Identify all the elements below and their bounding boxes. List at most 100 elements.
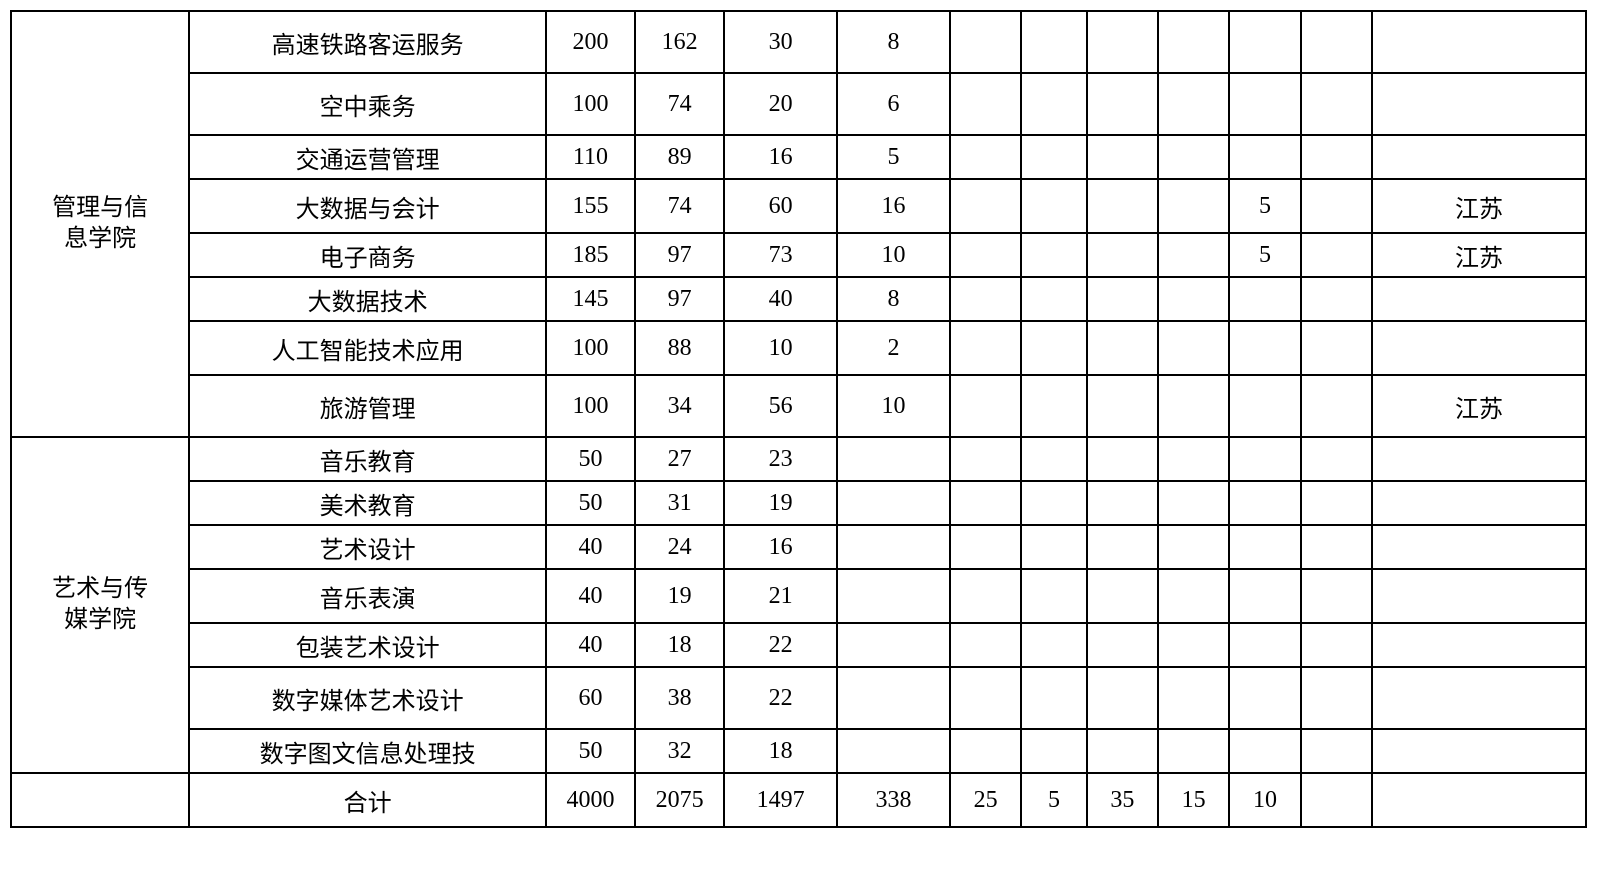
data-cell [1158,375,1229,437]
data-cell: 5 [837,135,950,179]
data-cell [950,481,1021,525]
data-cell [1229,375,1300,437]
total-row: 合计400020751497338255351510 [11,773,1586,827]
data-cell [1229,623,1300,667]
data-cell [950,321,1021,375]
data-cell: 100 [546,73,635,135]
major-cell: 音乐表演 [189,569,546,623]
data-cell [1158,481,1229,525]
data-cell [1301,73,1372,135]
data-cell: 22 [724,623,837,667]
total-cell: 1497 [724,773,837,827]
total-cell: 35 [1087,773,1158,827]
data-cell: 74 [635,179,724,233]
data-cell [950,623,1021,667]
major-cell: 高速铁路客运服务 [189,11,546,73]
data-cell: 40 [546,525,635,569]
data-cell [1087,11,1158,73]
total-cell: 10 [1229,773,1300,827]
data-cell: 34 [635,375,724,437]
data-cell [1087,729,1158,773]
data-cell [1372,667,1586,729]
data-cell [1021,73,1086,135]
data-cell [1301,437,1372,481]
data-cell [1372,321,1586,375]
data-cell [1301,135,1372,179]
data-cell [1021,321,1086,375]
data-cell [1301,729,1372,773]
data-cell [1158,623,1229,667]
data-cell: 19 [635,569,724,623]
total-cell: 338 [837,773,950,827]
data-cell: 145 [546,277,635,321]
data-cell: 31 [635,481,724,525]
data-cell: 16 [724,525,837,569]
data-cell [950,73,1021,135]
total-label: 合计 [189,773,546,827]
data-cell [950,179,1021,233]
data-cell [1021,233,1086,277]
data-cell: 16 [837,179,950,233]
major-cell: 旅游管理 [189,375,546,437]
data-cell [950,569,1021,623]
data-cell [1087,277,1158,321]
data-cell: 24 [635,525,724,569]
major-cell: 音乐教育 [189,437,546,481]
data-cell [1372,623,1586,667]
data-cell [837,569,950,623]
data-cell [1087,375,1158,437]
data-cell [1158,569,1229,623]
data-cell [1372,729,1586,773]
total-cell: 25 [950,773,1021,827]
data-cell: 60 [546,667,635,729]
data-cell: 50 [546,437,635,481]
data-cell: 江苏 [1372,179,1586,233]
data-cell: 5 [1229,179,1300,233]
data-cell: 100 [546,321,635,375]
data-cell [1301,179,1372,233]
table-row: 数字媒体艺术设计603822 [11,667,1586,729]
data-cell [1021,569,1086,623]
data-cell [1301,481,1372,525]
data-cell [837,729,950,773]
data-cell [1087,135,1158,179]
data-cell: 56 [724,375,837,437]
data-cell [1021,179,1086,233]
data-cell: 江苏 [1372,233,1586,277]
data-cell [1087,233,1158,277]
data-cell: 89 [635,135,724,179]
data-cell [1087,667,1158,729]
data-cell [950,11,1021,73]
data-cell: 88 [635,321,724,375]
data-cell [1301,667,1372,729]
data-cell [1229,11,1300,73]
data-cell [1372,135,1586,179]
major-cell: 数字图文信息处理技 [189,729,546,773]
total-cell: 2075 [635,773,724,827]
data-cell [1301,277,1372,321]
data-cell: 162 [635,11,724,73]
major-cell: 包装艺术设计 [189,623,546,667]
total-dept-cell [11,773,189,827]
data-cell: 10 [837,233,950,277]
table-row: 艺术与传媒学院音乐教育502723 [11,437,1586,481]
data-cell [1372,481,1586,525]
table-row: 艺术设计402416 [11,525,1586,569]
table-row: 管理与信息学院高速铁路客运服务200162308 [11,11,1586,73]
data-cell [950,233,1021,277]
data-cell [1372,73,1586,135]
data-cell: 110 [546,135,635,179]
data-cell [1087,179,1158,233]
major-cell: 人工智能技术应用 [189,321,546,375]
data-cell: 97 [635,277,724,321]
data-cell: 18 [724,729,837,773]
table-row: 人工智能技术应用10088102 [11,321,1586,375]
data-cell [1158,437,1229,481]
data-cell [1158,73,1229,135]
data-cell [1229,73,1300,135]
data-cell [1158,135,1229,179]
data-cell [1021,667,1086,729]
data-cell [1087,321,1158,375]
data-cell [1372,569,1586,623]
data-cell: 155 [546,179,635,233]
